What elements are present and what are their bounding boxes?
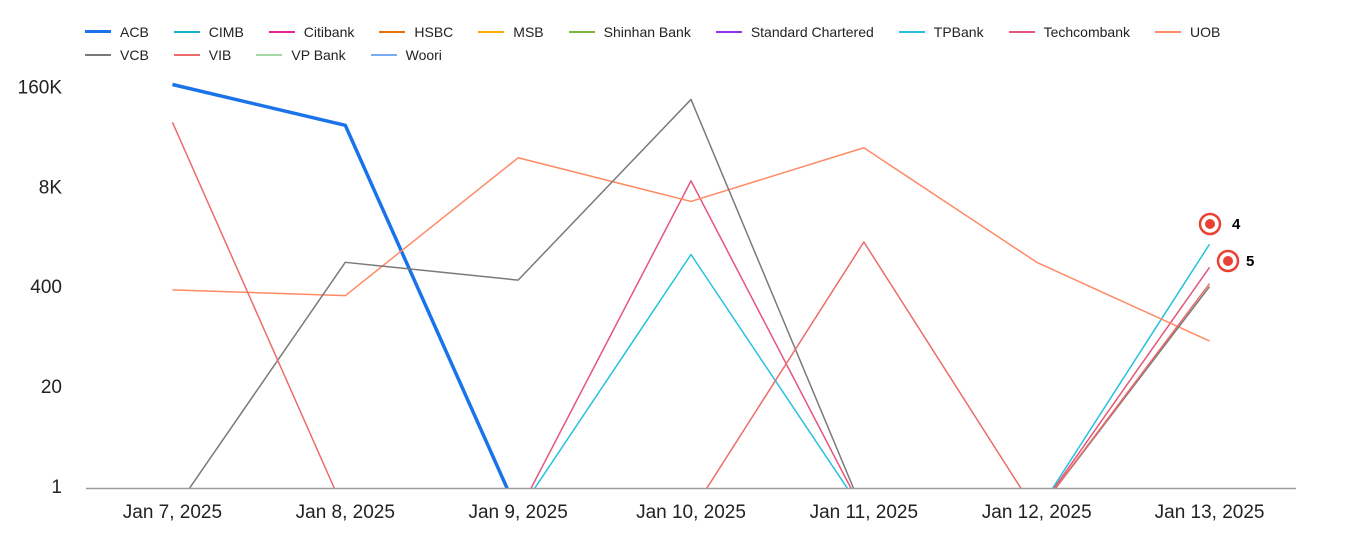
legend-label: UOB (1190, 23, 1221, 40)
y-tick-label: 1 (51, 477, 62, 498)
legend-item[interactable]: Standard Chartered (715, 22, 874, 41)
series-line (188, 98, 1211, 488)
legend-label: Techcombank (1043, 23, 1130, 40)
annotation: 5 (1246, 253, 1254, 270)
y-tick-label: 400 (30, 277, 62, 298)
legend-item[interactable]: Shinhan Bank (568, 22, 691, 41)
annotation-marker (1198, 212, 1222, 236)
legend-item[interactable]: Techcombank (1008, 22, 1130, 41)
legend-label: VP Bank (291, 46, 346, 63)
legend-swatch (568, 30, 595, 33)
legend-label: VIB (208, 46, 232, 63)
legend-swatch (370, 53, 397, 56)
legend-label: Woori (405, 46, 442, 63)
legend-label: CIMB (208, 23, 244, 40)
legend-item[interactable]: Citibank (268, 22, 355, 41)
series-line (172, 82, 509, 488)
legend-label: HSBC (414, 23, 454, 40)
legend-label: Standard Chartered (750, 23, 874, 40)
x-tick-label: Jan 11, 2025 (810, 502, 918, 523)
x-tick-label: Jan 7, 2025 (123, 502, 222, 523)
legend-swatch (1008, 30, 1035, 33)
legend-swatch (256, 53, 283, 56)
legend-item[interactable]: TPBank (898, 22, 984, 41)
legend-label: VCB (120, 46, 149, 63)
legend-item[interactable]: VP Bank (256, 45, 346, 64)
legend-item[interactable]: VCB (85, 45, 149, 64)
legend-label: Shinhan Bank (603, 23, 691, 40)
x-tick-label: Jan 12, 2025 (982, 502, 1092, 523)
legend-item[interactable]: VIB (173, 45, 232, 64)
legend-swatch (268, 30, 295, 33)
legend-swatch (1155, 30, 1181, 33)
legend-item[interactable]: Woori (370, 45, 442, 64)
series-line (533, 243, 1211, 488)
legend-swatch (173, 30, 200, 33)
y-tick-label: 8K (39, 177, 63, 198)
series-line (172, 147, 1210, 342)
x-tick-label: Jan 13, 2025 (1155, 502, 1265, 523)
legend-swatch (173, 53, 200, 56)
x-tick-label: Jan 10, 2025 (636, 502, 746, 523)
x-tick-label: Jan 8, 2025 (296, 502, 395, 523)
legend-label: TPBank (933, 23, 984, 40)
legend-label: MSB (513, 23, 544, 40)
x-tick-label: Jan 9, 2025 (468, 502, 567, 523)
legend-item[interactable]: CIMB (173, 22, 244, 41)
y-tick-label: 160K (18, 77, 63, 98)
legend-label: Citibank (303, 23, 355, 40)
legend: ACB CIMB Citibank HSBC MSB Shinhan Bank Standa… (85, 22, 1285, 64)
legend-swatch (898, 30, 925, 33)
legend-item[interactable]: UOB (1155, 22, 1220, 41)
y-tick-label: 20 (41, 377, 62, 398)
legend-item[interactable]: HSBC (379, 22, 453, 41)
annotation: 4 (1232, 216, 1241, 233)
legend-swatch (379, 30, 406, 33)
legend-swatch (478, 30, 505, 33)
series-line (530, 180, 1211, 488)
legend-swatch (85, 30, 111, 33)
legend-swatch (715, 30, 742, 33)
legend-item[interactable]: ACB (85, 22, 149, 41)
legend-item[interactable]: MSB (478, 22, 544, 41)
annotation-marker (1216, 249, 1240, 273)
legend-label: ACB (120, 23, 149, 40)
legend-swatch (85, 53, 111, 56)
